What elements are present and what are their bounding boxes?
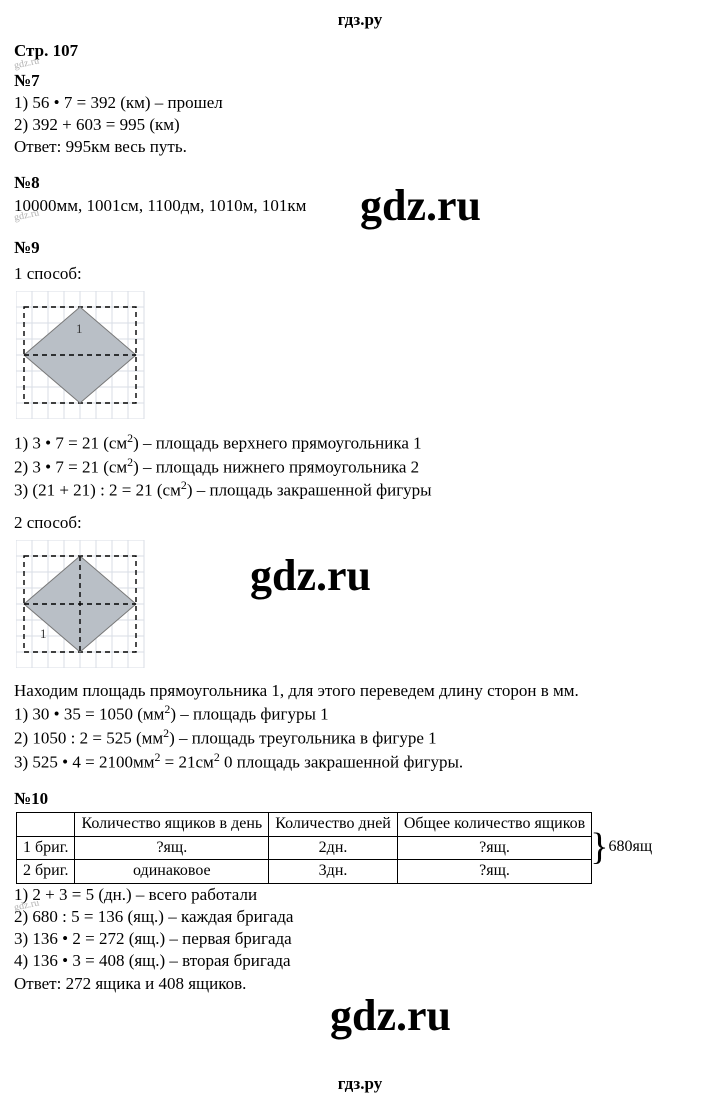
task7-answer: Ответ: 995км весь путь. (14, 136, 706, 158)
task9-w1-l2: 2) 3 • 7 = 21 (см2) – площадь нижнего пр… (14, 455, 706, 479)
page-footer: гдз.ру (0, 1074, 720, 1094)
task10-table: Количество ящиков в день Количество дней… (16, 812, 592, 884)
task9-way2-label: 2 способ: (14, 512, 706, 534)
task9-w2-l2: 2) 1050 : 2 = 525 (мм2) – площадь треуго… (14, 726, 706, 750)
svg-text:1: 1 (40, 626, 47, 641)
task10-l1: 1) 2 + 3 = 5 (дн.) – всего работали (14, 884, 706, 906)
task9-way1-label: 1 способ: (14, 263, 706, 285)
th-days: Количество дней (269, 812, 398, 836)
task9-w2-l3: 3) 525 • 4 = 2100мм2 = 21см2 0 площадь з… (14, 750, 706, 774)
task9-figure1: 1 (16, 291, 706, 425)
page-label: Стр. 107 (14, 40, 706, 62)
th-empty (17, 812, 75, 836)
task10-table-wrap: Количество ящиков в день Количество дней… (14, 810, 706, 884)
task9-num: №9 (14, 237, 706, 259)
table-header-row: Количество ящиков в день Количество дней… (17, 812, 592, 836)
task10-l3: 3) 136 • 2 = 272 (ящ.) – первая бригада (14, 928, 706, 950)
th-qty-day: Количество ящиков в день (75, 812, 269, 836)
task10-total: 680ящ (608, 837, 652, 858)
task7-line2: 2) 392 + 603 = 995 (км) (14, 114, 706, 136)
brace-icon: } (590, 830, 608, 864)
task9-figure2: 1 (16, 540, 706, 674)
task9-w1-l1: 1) 3 • 7 = 21 (см2) – площадь верхнего п… (14, 431, 706, 455)
task9-w2-intro: Находим площадь прямоугольника 1, для эт… (14, 680, 706, 702)
task10-l2: 2) 680 : 5 = 136 (ящ.) – каждая бригада (14, 906, 706, 928)
table-row: 1 бриг. ?ящ. 2дн. ?ящ. (17, 836, 592, 860)
page-content: Стр. 107 №7 1) 56 • 7 = 392 (км) – проше… (0, 40, 720, 995)
task8-num: №8 (14, 172, 706, 194)
task9-w1-l3: 3) (21 + 21) : 2 = 21 (см2) – площадь за… (14, 478, 706, 502)
task7-num: №7 (14, 70, 706, 92)
task8-line1: 10000мм, 1001см, 1100дм, 1010м, 101км (14, 195, 706, 217)
task9-w2-l1: 1) 30 • 35 = 1050 (мм2) – площадь фигуры… (14, 702, 706, 726)
task7-line1: 1) 56 • 7 = 392 (км) – прошел (14, 92, 706, 114)
task10-num: №10 (14, 788, 706, 810)
table-row: 2 бриг. одинаковое 3дн. ?ящ. (17, 860, 592, 884)
page-header: гдз.ру (0, 0, 720, 36)
svg-text:1: 1 (76, 321, 83, 336)
task10-answer: Ответ: 272 ящика и 408 ящиков. (14, 973, 706, 995)
task10-l4: 4) 136 • 3 = 408 (ящ.) – вторая бригада (14, 950, 706, 972)
th-total: Общее количество ящиков (397, 812, 591, 836)
watermark-large: gdz.ru (330, 990, 451, 1041)
